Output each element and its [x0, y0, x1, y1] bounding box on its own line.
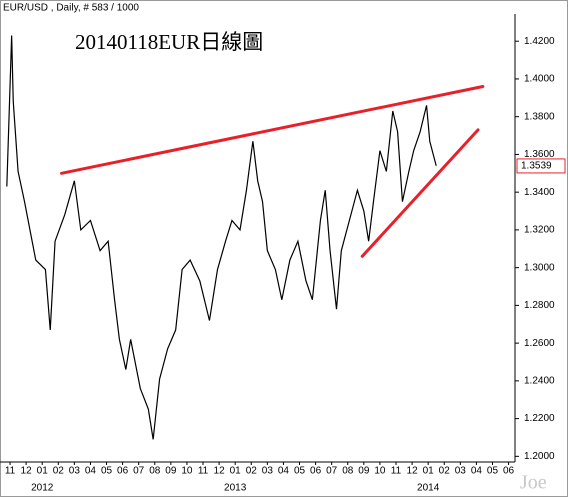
- x-tick-label: 01: [423, 466, 435, 477]
- x-tick-label: 09: [165, 466, 177, 477]
- x-tick-label: 02: [439, 466, 451, 477]
- x-tick-label: 06: [117, 466, 129, 477]
- x-tick-label: 12: [21, 466, 33, 477]
- x-tick-label: 03: [262, 466, 274, 477]
- last-price-label: 1.3539: [521, 161, 552, 172]
- x-tick-label: 04: [85, 466, 97, 477]
- x-tick-label: 06: [503, 466, 515, 477]
- x-tick-label: 02: [53, 466, 65, 477]
- header: EUR/USD , Daily, # 583 / 1000: [3, 3, 139, 14]
- last-price-box: [516, 158, 566, 174]
- y-tick-label: 1.2200: [524, 413, 555, 424]
- x-tick-label: 12: [214, 466, 226, 477]
- x-tick-label: 01: [37, 466, 49, 477]
- x-tick-label: 05: [487, 466, 499, 477]
- x-tick-label: 11: [391, 466, 402, 477]
- x-tick-label: 08: [149, 466, 161, 477]
- x-tick-label: 10: [181, 466, 193, 477]
- y-tick-label: 1.3600: [524, 149, 555, 160]
- y-tick-label: 1.4000: [524, 74, 555, 85]
- year-label: 2014: [417, 483, 440, 494]
- y-tick-label: 1.3400: [524, 187, 555, 198]
- x-tick-label: 07: [133, 466, 145, 477]
- x-tick-label: 08: [342, 466, 354, 477]
- x-tick-label: 04: [471, 466, 483, 477]
- y-tick-label: 1.2600: [524, 338, 555, 349]
- x-tick-label: 11: [5, 466, 16, 477]
- y-tick-label: 1.3800: [524, 111, 555, 122]
- price-line: [6, 35, 437, 440]
- x-tick-label: 11: [198, 466, 209, 477]
- chart-title: 20140118EUR日線圖: [75, 30, 263, 54]
- x-tick-label: 06: [310, 466, 322, 477]
- year-label: 2012: [31, 483, 54, 494]
- watermark: Joe: [520, 472, 547, 494]
- y-tick-label: 1.4200: [524, 36, 555, 47]
- x-tick-label: 05: [294, 466, 306, 477]
- x-tick-label: 02: [246, 466, 258, 477]
- x-tick-label: 09: [358, 466, 370, 477]
- x-tick-label: 03: [69, 466, 81, 477]
- trend-line: [360, 128, 480, 258]
- x-tick-label: 12: [407, 466, 419, 477]
- y-tick-label: 1.3200: [524, 225, 555, 236]
- y-tick-label: 1.2800: [524, 300, 555, 311]
- x-tick-label: 05: [101, 466, 113, 477]
- x-tick-label: 01: [230, 466, 242, 477]
- x-tick-label: 03: [455, 466, 467, 477]
- y-tick-label: 1.2000: [524, 451, 555, 462]
- x-tick-label: 07: [326, 466, 338, 477]
- y-tick-label: 1.2400: [524, 376, 555, 387]
- x-tick-label: 10: [374, 466, 386, 477]
- year-label: 2013: [224, 483, 247, 494]
- x-tick-label: 04: [278, 466, 290, 477]
- y-tick-label: 1.3000: [524, 262, 555, 273]
- trend-line: [60, 84, 485, 175]
